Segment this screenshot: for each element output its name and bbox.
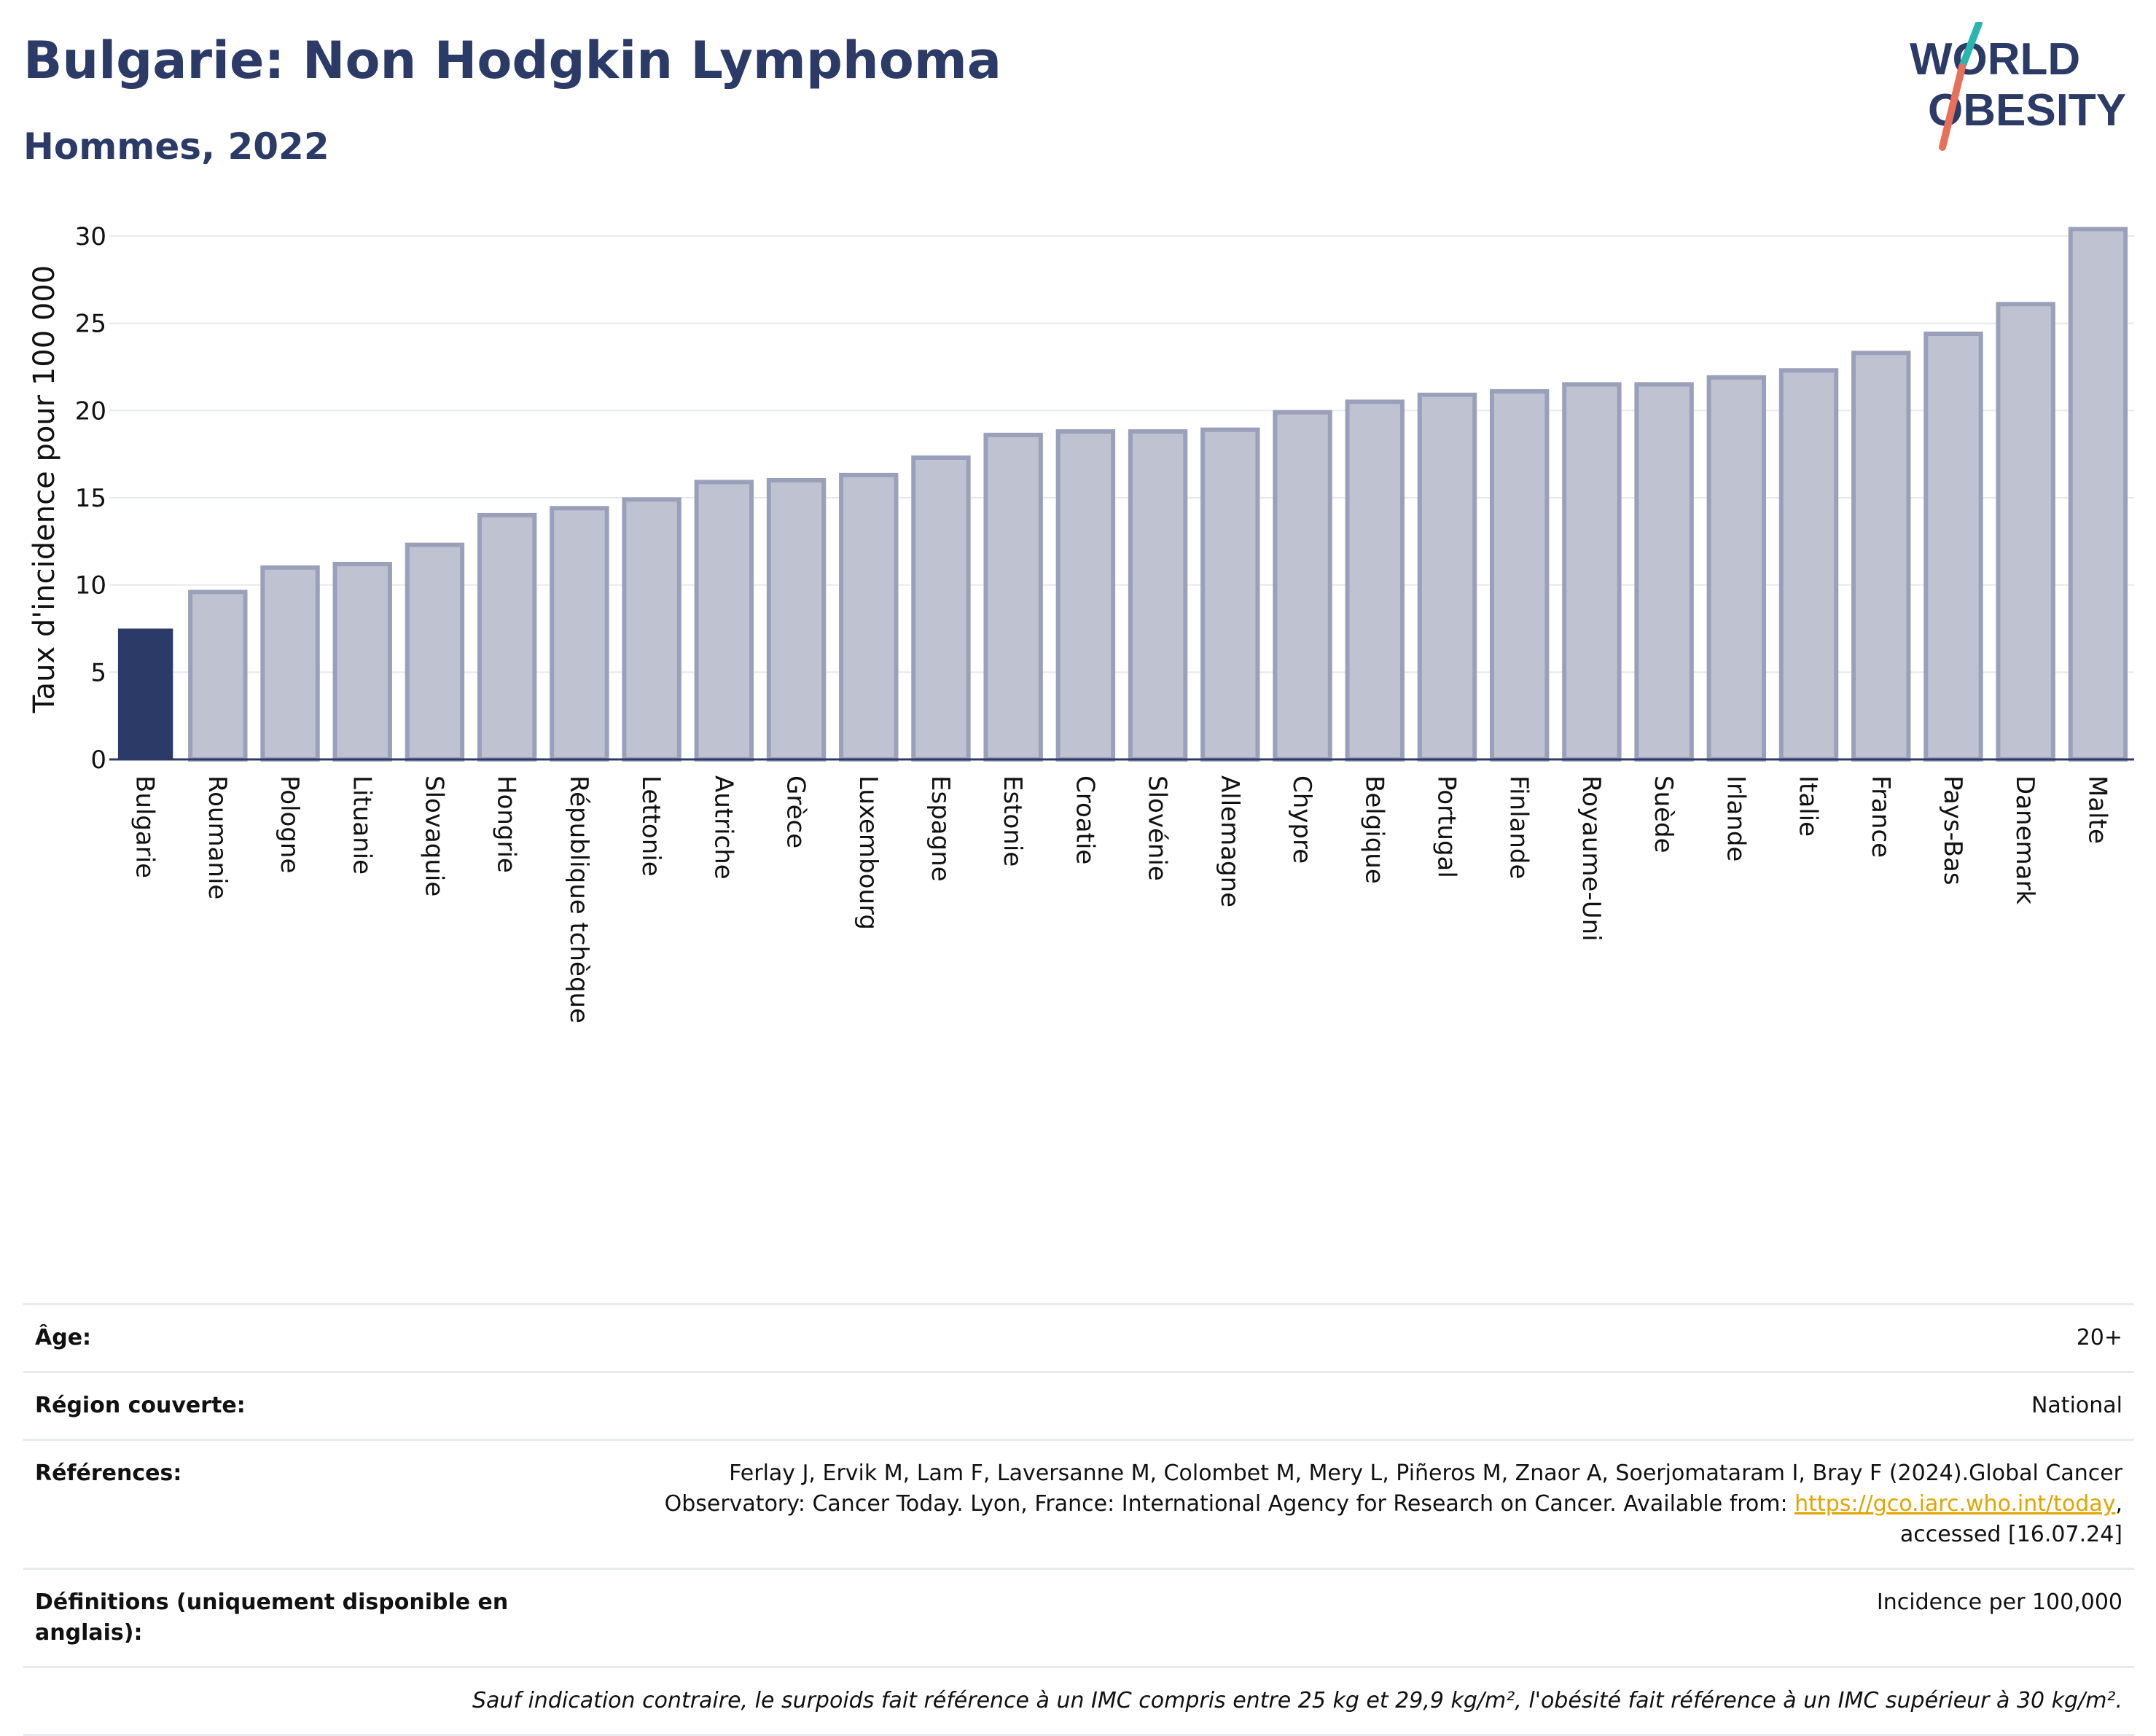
definitions-label: Définitions (uniquement disponible en an…	[35, 1590, 509, 1646]
bar	[477, 512, 537, 762]
bar	[1417, 392, 1477, 762]
y-tick-label: 0	[90, 746, 106, 775]
bar	[983, 432, 1043, 762]
bar	[911, 455, 971, 762]
world-obesity-logo: WORLD OBESITY	[1910, 22, 2126, 151]
meta-row-age: Âge: 20+	[23, 1303, 2134, 1371]
x-tick-label: Luxembourg	[854, 775, 883, 930]
logo-line2: OBESITY	[1928, 85, 2126, 136]
age-value: 20+	[2076, 1325, 2122, 1350]
bar	[1055, 429, 1116, 762]
bar	[1634, 382, 1694, 762]
x-tick-label: République tchèque	[564, 775, 593, 1023]
bar	[1128, 429, 1188, 762]
bar-chart: 0 5 10 15 20 25 30 Bulgarie Roumanie Pologne Litu…	[28, 222, 2134, 1023]
x-tick-label: Slovaquie	[419, 775, 448, 896]
y-tick-label: 30	[75, 222, 106, 251]
logo-slash-bottom	[1939, 63, 1966, 151]
bar	[1706, 375, 1767, 762]
bar	[550, 506, 609, 762]
references-line2: Observatory: Cancer Today. Lyon, France:…	[664, 1491, 1788, 1517]
logo-line1: WORLD	[1910, 34, 2080, 85]
meta-row-definitions: Définitions (uniquement disponible en an…	[23, 1568, 2134, 1666]
bar	[405, 542, 465, 762]
x-tick-label: France	[1866, 775, 1895, 858]
x-tick-label: Bulgarie	[130, 775, 160, 878]
meta-row-note: Sauf indication contraire, le surpoids f…	[23, 1666, 2134, 1736]
x-tick-label: Irlande	[1721, 775, 1750, 861]
references-value: Ferlay J, Ervik M, Lam F, Laversanne M, …	[664, 1461, 2122, 1547]
bar	[766, 478, 827, 762]
x-tick-label: Portugal	[1432, 775, 1461, 878]
definitions-value: Incidence per 100,000	[1876, 1590, 2122, 1615]
y-tick-label: 15	[75, 484, 106, 513]
region-value: National	[2031, 1393, 2122, 1418]
x-tick-label: Lettonie	[636, 775, 665, 877]
x-tick-labels: Bulgarie Roumanie Pologne Lituanie Slovaquie…	[130, 775, 2112, 1023]
references-line1: Ferlay J, Ervik M, Lam F, Laversanne M, …	[729, 1461, 2122, 1486]
bars	[117, 227, 2128, 762]
x-tick-label: Hongrie	[492, 775, 521, 873]
bar	[839, 472, 899, 762]
x-tick-label: Belgique	[1359, 775, 1388, 884]
bar	[1489, 388, 1550, 762]
age-label: Âge:	[35, 1325, 92, 1350]
x-tick-label: Chypre	[1287, 775, 1316, 864]
references-label: Références:	[35, 1461, 182, 1486]
meta-row-region: Région couverte: National	[23, 1371, 2134, 1439]
x-tick-label: Finlande	[1504, 775, 1534, 879]
bar	[1996, 302, 2055, 762]
x-tick-label: Danemark	[2010, 775, 2039, 904]
references-link[interactable]: https://gco.iarc.who.int/today	[1794, 1491, 2116, 1517]
x-tick-label: Suède	[1649, 775, 1678, 853]
bar	[332, 561, 392, 762]
x-tick-label: Malte	[2082, 775, 2112, 844]
bar	[1200, 427, 1260, 762]
x-tick-label: Autriche	[708, 775, 738, 880]
bar	[188, 590, 248, 762]
chart-subtitle: Hommes, 2022	[23, 125, 329, 168]
y-tick-label: 25	[75, 310, 106, 339]
x-tick-label: Pays-Bas	[1938, 775, 1967, 885]
bar	[1562, 382, 1622, 762]
chart-title: Bulgarie: Non Hodgkin Lymphoma	[23, 31, 1002, 90]
y-tick-label: 20	[75, 396, 106, 426]
y-tick-label: 10	[75, 571, 106, 601]
bar	[1851, 351, 1911, 762]
logo-slash-top	[1958, 22, 1983, 71]
x-tick-label: Estonie	[998, 775, 1027, 867]
y-tick-label: 5	[90, 658, 106, 687]
x-tick-label: Grèce	[781, 775, 811, 848]
bar	[622, 497, 681, 762]
footnote: Sauf indication contraire, le surpoids f…	[472, 1688, 2122, 1713]
bar	[2068, 227, 2128, 762]
y-axis-label: Taux d'incidence pour 100 000	[28, 265, 61, 713]
bar	[1778, 368, 1839, 762]
bar	[1345, 399, 1405, 762]
meta-row-references: Références: Ferlay J, Ervik M, Lam F, La…	[23, 1439, 2134, 1568]
bar	[260, 565, 320, 762]
region-label: Région couverte:	[35, 1393, 246, 1418]
x-tick-label: Espagne	[926, 775, 955, 882]
references-line3: accessed [16.07.24]	[1899, 1522, 2122, 1547]
bar	[1923, 331, 1983, 762]
x-tick-label: Lituanie	[347, 775, 376, 875]
bar	[1273, 410, 1332, 762]
x-tick-label: Pologne	[275, 775, 304, 873]
x-tick-label: Allemagne	[1215, 775, 1244, 907]
x-tick-label: Roumanie	[203, 775, 232, 899]
bar	[694, 480, 754, 762]
x-tick-label: Royaume-Uni	[1577, 775, 1606, 942]
x-tick-label: Italie	[1794, 775, 1823, 837]
x-tick-label: Croatie	[1070, 775, 1099, 864]
y-tick-labels: 0 5 10 15 20 25 30	[75, 222, 106, 775]
metadata-table: Âge: 20+ Région couverte: National Référ…	[23, 1303, 2134, 1736]
x-tick-label: Slovénie	[1143, 775, 1172, 881]
bar	[117, 628, 173, 759]
